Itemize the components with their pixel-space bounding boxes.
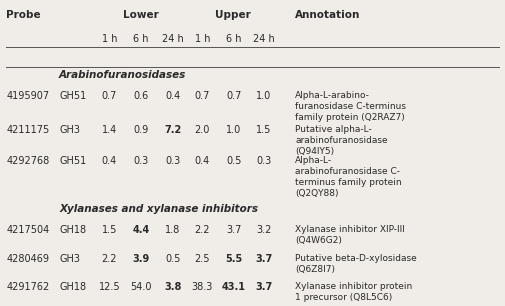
Text: Lower: Lower <box>123 10 159 20</box>
Text: Alpha-L-arabino-
furanosidase C-terminus
family protein (Q2RAZ7): Alpha-L-arabino- furanosidase C-terminus… <box>295 91 406 122</box>
Text: 1.5: 1.5 <box>256 125 271 135</box>
Text: 4195907: 4195907 <box>7 91 49 101</box>
Text: 4217504: 4217504 <box>7 225 49 235</box>
Text: 0.7: 0.7 <box>194 91 210 101</box>
Text: 54.0: 54.0 <box>130 282 152 292</box>
Text: 2.2: 2.2 <box>102 254 117 264</box>
Text: GH51: GH51 <box>59 155 86 166</box>
Text: 0.4: 0.4 <box>194 155 210 166</box>
Text: 3.9: 3.9 <box>132 254 149 264</box>
Text: Putative alpha-L-
arabinofuranosidase
(Q94IY5): Putative alpha-L- arabinofuranosidase (Q… <box>295 125 388 156</box>
Text: GH3: GH3 <box>59 254 80 264</box>
Text: 0.3: 0.3 <box>133 155 148 166</box>
Text: GH18: GH18 <box>59 282 86 292</box>
Text: 0.7: 0.7 <box>102 91 117 101</box>
Text: 4291762: 4291762 <box>7 282 49 292</box>
Text: 2.5: 2.5 <box>194 254 210 264</box>
Text: 3.7: 3.7 <box>255 282 272 292</box>
Text: 1.8: 1.8 <box>165 225 180 235</box>
Text: 12.5: 12.5 <box>98 282 120 292</box>
Text: 0.5: 0.5 <box>226 155 241 166</box>
Text: 0.3: 0.3 <box>256 155 271 166</box>
Text: 0.3: 0.3 <box>165 155 180 166</box>
Text: 0.4: 0.4 <box>102 155 117 166</box>
Text: 24 h: 24 h <box>252 34 274 44</box>
Text: Xylanases and xylanase inhibitors: Xylanases and xylanase inhibitors <box>59 204 258 214</box>
Text: 43.1: 43.1 <box>222 282 246 292</box>
Text: 7.2: 7.2 <box>164 125 181 135</box>
Text: 1.5: 1.5 <box>102 225 117 235</box>
Text: 0.4: 0.4 <box>165 91 180 101</box>
Text: Putative beta-D-xylosidase
(Q6Z8I7): Putative beta-D-xylosidase (Q6Z8I7) <box>295 254 417 274</box>
Text: 1.0: 1.0 <box>256 91 271 101</box>
Text: Annotation: Annotation <box>295 10 361 20</box>
Text: Xylanase inhibitor protein
1 precursor (Q8L5C6): Xylanase inhibitor protein 1 precursor (… <box>295 282 413 302</box>
Text: 3.7: 3.7 <box>226 225 241 235</box>
Text: 0.7: 0.7 <box>226 91 241 101</box>
Text: 24 h: 24 h <box>162 34 183 44</box>
Text: 1.4: 1.4 <box>102 125 117 135</box>
Text: 0.6: 0.6 <box>133 91 148 101</box>
Text: 1.0: 1.0 <box>226 125 241 135</box>
Text: Arabinofuranosidases: Arabinofuranosidases <box>59 70 186 80</box>
Text: 3.2: 3.2 <box>256 225 271 235</box>
Text: GH51: GH51 <box>59 91 86 101</box>
Text: 1 h: 1 h <box>194 34 210 44</box>
Text: 4292768: 4292768 <box>7 155 49 166</box>
Text: GH3: GH3 <box>59 125 80 135</box>
Text: 3.8: 3.8 <box>164 282 181 292</box>
Text: 6 h: 6 h <box>226 34 242 44</box>
Text: 4280469: 4280469 <box>7 254 49 264</box>
Text: 2.2: 2.2 <box>194 225 210 235</box>
Text: Xylanase inhibitor XIP-III
(Q4W6G2): Xylanase inhibitor XIP-III (Q4W6G2) <box>295 225 405 245</box>
Text: 6 h: 6 h <box>133 34 149 44</box>
Text: 4.4: 4.4 <box>132 225 149 235</box>
Text: Probe: Probe <box>7 10 41 20</box>
Text: 5.5: 5.5 <box>225 254 242 264</box>
Text: 0.5: 0.5 <box>165 254 180 264</box>
Text: 1 h: 1 h <box>102 34 117 44</box>
Text: Alpha-L-
arabinofuranosidase C-
terminus family protein
(Q2QY88): Alpha-L- arabinofuranosidase C- terminus… <box>295 155 402 198</box>
Text: 38.3: 38.3 <box>191 282 213 292</box>
Text: 0.9: 0.9 <box>133 125 148 135</box>
Text: GH18: GH18 <box>59 225 86 235</box>
Text: Upper: Upper <box>215 10 251 20</box>
Text: 3.7: 3.7 <box>255 254 272 264</box>
Text: 2.0: 2.0 <box>194 125 210 135</box>
Text: 4211175: 4211175 <box>7 125 49 135</box>
